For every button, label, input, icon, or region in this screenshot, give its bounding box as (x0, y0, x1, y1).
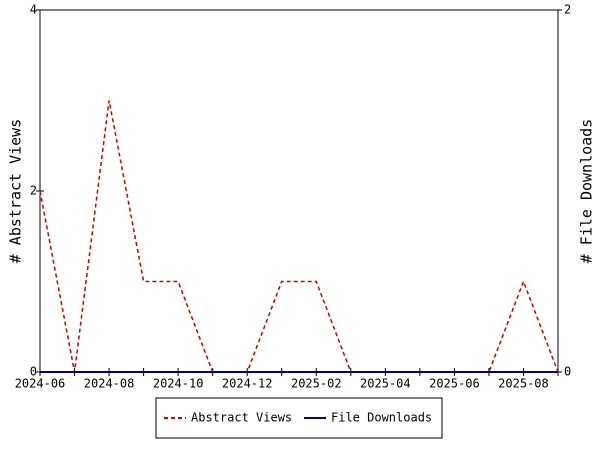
x-tick-label: 2025-08 (498, 377, 549, 391)
y2-tick-label: 2 (564, 3, 571, 17)
y-axis-title: # Abstract Views (7, 119, 25, 264)
data-line (39, 100, 559, 373)
y-tick-label: 4 (30, 3, 37, 17)
x-tick-label: 2025-04 (360, 377, 411, 391)
x-tick-label: 2025-02 (291, 377, 342, 391)
y-tick-label: 0 (30, 365, 37, 379)
plot-frame (39, 9, 559, 373)
legend-label: File Downloads (331, 411, 432, 425)
x-tick-label: 2024-12 (222, 377, 273, 391)
x-tick-label: 2024-10 (153, 377, 204, 391)
y2-tick-label: 0 (564, 365, 571, 379)
legend-label: Abstract Views (191, 411, 292, 425)
x-tick-label: 2025-06 (429, 377, 480, 391)
x-tick-label: 2024-06 (15, 377, 66, 391)
y2-axis-title: # File Downloads (578, 119, 596, 264)
legend-box (155, 397, 443, 439)
y-tick-label: 2 (30, 184, 37, 198)
x-tick-label: 2024-08 (84, 377, 135, 391)
